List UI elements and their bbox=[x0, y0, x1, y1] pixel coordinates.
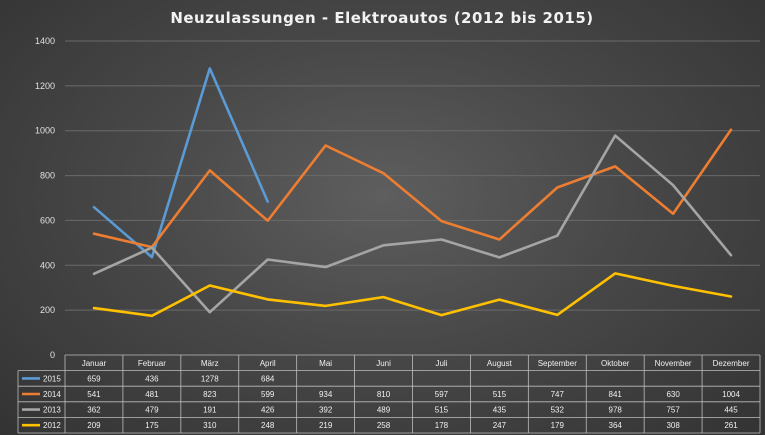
table-cell: 532 bbox=[551, 406, 565, 415]
table-cell: 248 bbox=[261, 421, 275, 430]
table-cell: 364 bbox=[609, 421, 623, 430]
category-label: Dezember bbox=[713, 359, 750, 368]
table-cell: 1004 bbox=[722, 390, 740, 399]
legend-label: 2012 bbox=[43, 421, 61, 430]
category-label: Juli bbox=[435, 359, 447, 368]
table-cell: 362 bbox=[87, 406, 101, 415]
table-cell: 841 bbox=[609, 390, 623, 399]
category-label: August bbox=[487, 359, 513, 368]
y-tick-label: 400 bbox=[40, 260, 55, 270]
legend-label: 2014 bbox=[43, 390, 61, 399]
table-cell: 247 bbox=[493, 421, 507, 430]
category-label: Februar bbox=[138, 359, 166, 368]
table-cell: 308 bbox=[666, 421, 680, 430]
table-cell: 392 bbox=[319, 406, 333, 415]
table-cell: 1278 bbox=[201, 374, 219, 383]
table-cell: 659 bbox=[87, 374, 101, 383]
category-label: Juni bbox=[376, 359, 391, 368]
data-table: Januar Februar März April Mai Juni Juli August S… bbox=[17, 354, 761, 434]
table-cell: 261 bbox=[724, 421, 738, 430]
series-lines bbox=[92, 67, 733, 318]
legend-label: 2015 bbox=[43, 374, 61, 383]
table-cell: 178 bbox=[435, 421, 449, 430]
table-cell: 175 bbox=[145, 421, 159, 430]
table-cell: 757 bbox=[666, 406, 680, 415]
table-cell: 541 bbox=[87, 390, 101, 399]
table-cell: 978 bbox=[609, 406, 623, 415]
y-tick-label: 1400 bbox=[35, 36, 55, 46]
table-cell: 479 bbox=[145, 406, 159, 415]
table-cell: 934 bbox=[319, 390, 333, 399]
series-line-2013 bbox=[92, 134, 733, 314]
y-tick-label: 200 bbox=[40, 305, 55, 315]
table-cell: 191 bbox=[203, 406, 217, 415]
table-cell: 445 bbox=[724, 406, 738, 415]
y-tick-label: 1200 bbox=[35, 81, 55, 91]
table-cell: 630 bbox=[666, 390, 680, 399]
gridlines bbox=[65, 40, 760, 311]
series-line-2014 bbox=[92, 128, 733, 249]
category-label: Mai bbox=[319, 359, 332, 368]
table-cell: 747 bbox=[551, 390, 565, 399]
series-line-2015 bbox=[92, 67, 269, 259]
category-label: November bbox=[655, 359, 692, 368]
table-cell: 481 bbox=[145, 390, 159, 399]
legend-label: 2013 bbox=[43, 406, 61, 415]
chart-title: Neuzulassungen - Elektroautos (2012 bis … bbox=[170, 9, 593, 27]
table-cell: 489 bbox=[377, 406, 391, 415]
series-line-2012 bbox=[92, 272, 733, 318]
table-cell: 435 bbox=[493, 406, 507, 415]
table-cell: 426 bbox=[261, 406, 275, 415]
category-label: März bbox=[201, 359, 219, 368]
y-tick-label: 800 bbox=[40, 171, 55, 181]
y-tick-label: 1000 bbox=[35, 126, 55, 136]
y-tick-label: 0 bbox=[50, 350, 55, 360]
table-cell: 219 bbox=[319, 421, 333, 430]
y-axis: 0 200 400 600 800 1000 1200 1400 bbox=[35, 36, 55, 360]
table-cell: 515 bbox=[435, 406, 449, 415]
category-label: Oktober bbox=[601, 359, 630, 368]
table-cell: 179 bbox=[551, 421, 565, 430]
table-cell: 597 bbox=[435, 390, 449, 399]
table-cell: 810 bbox=[377, 390, 391, 399]
table-cell: 684 bbox=[261, 374, 275, 383]
category-label: September bbox=[538, 359, 577, 368]
table-cell: 310 bbox=[203, 421, 217, 430]
table-cell: 515 bbox=[493, 390, 507, 399]
category-label: Januar bbox=[82, 359, 107, 368]
table-cell: 209 bbox=[87, 421, 101, 430]
table-cell: 258 bbox=[377, 421, 391, 430]
category-label: April bbox=[260, 359, 276, 368]
table-cell: 599 bbox=[261, 390, 275, 399]
table-cell: 436 bbox=[145, 374, 159, 383]
y-tick-label: 600 bbox=[40, 215, 55, 225]
table-cell: 823 bbox=[203, 390, 217, 399]
